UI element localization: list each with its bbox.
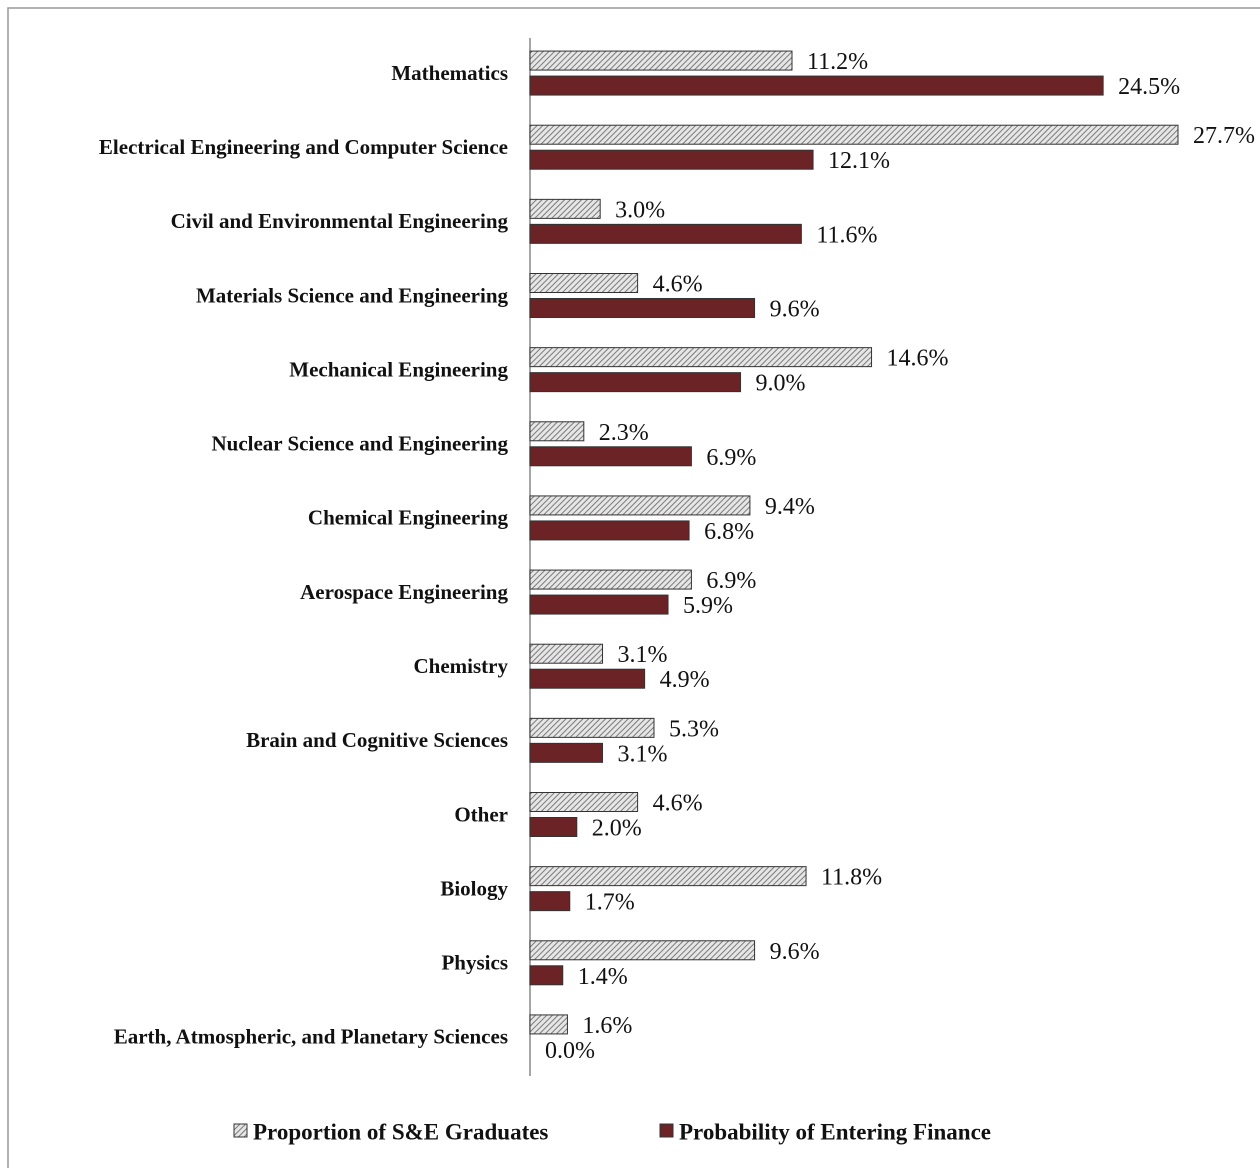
legend-label: Proportion of S&E Graduates	[253, 1119, 548, 1144]
value-label: 9.6%	[770, 939, 820, 965]
value-label: 24.5%	[1118, 74, 1180, 100]
legend-swatch	[659, 1123, 674, 1138]
category-label: Chemical Engineering	[308, 506, 509, 530]
bar	[529, 198, 601, 219]
category-label: Brain and Cognitive Sciences	[246, 728, 508, 752]
bar	[529, 594, 669, 615]
value-label: 1.4%	[578, 964, 628, 990]
value-label: 9.4%	[765, 494, 815, 520]
bar	[529, 223, 802, 244]
bar	[529, 965, 564, 986]
value-label: 27.7%	[1193, 123, 1255, 149]
category-label: Earth, Atmospheric, and Planetary Scienc…	[114, 1025, 508, 1049]
bar	[529, 717, 655, 738]
legend-swatch	[233, 1123, 248, 1138]
bar	[529, 792, 639, 812]
bar	[529, 273, 639, 293]
category-label: Nuclear Science and Engineering	[211, 432, 508, 456]
category-label: Physics	[441, 951, 508, 975]
value-label: 9.0%	[756, 371, 806, 397]
value-label: 0.0%	[545, 1038, 595, 1064]
value-label: 6.9%	[706, 568, 756, 594]
value-label: 11.6%	[816, 222, 877, 248]
bar	[529, 940, 756, 961]
category-label: Electrical Engineering and Computer Scie…	[99, 135, 508, 159]
bar	[529, 520, 690, 541]
bar	[529, 298, 756, 318]
value-label: 3.1%	[618, 642, 668, 668]
bar	[529, 668, 646, 689]
category-label: Mechanical Engineering	[289, 357, 508, 381]
bar	[529, 569, 692, 590]
value-label: 3.1%	[618, 741, 668, 767]
bar	[529, 149, 814, 170]
value-label: 12.1%	[828, 148, 890, 174]
bar	[529, 421, 585, 442]
value-label: 4.6%	[653, 272, 703, 298]
value-label: 3.0%	[615, 197, 665, 223]
bar	[529, 866, 807, 887]
value-label: 5.9%	[683, 593, 733, 619]
value-label: 9.6%	[770, 297, 820, 323]
category-label: Biology	[440, 876, 508, 900]
category-label: Mathematics	[391, 61, 508, 85]
bar	[529, 643, 604, 664]
category-label: Aerospace Engineering	[300, 580, 508, 604]
value-label: 6.9%	[706, 445, 756, 471]
value-label: 14.6%	[887, 346, 949, 372]
value-label: 4.9%	[660, 667, 710, 693]
value-label: 11.8%	[821, 865, 882, 891]
chart-frame	[7, 7, 1260, 1168]
category-label: Civil and Environmental Engineering	[171, 209, 509, 233]
value-label: 1.7%	[585, 890, 635, 916]
value-label: 5.3%	[669, 716, 719, 742]
value-label: 1.6%	[582, 1013, 632, 1039]
value-label: 4.6%	[653, 791, 703, 817]
legend-label: Probability of Entering Finance	[679, 1119, 991, 1144]
bar	[529, 124, 1179, 145]
value-label: 2.0%	[592, 816, 642, 842]
bar	[529, 495, 751, 516]
bar	[529, 1014, 568, 1035]
bar	[529, 891, 571, 912]
bar	[529, 817, 578, 837]
bar	[529, 50, 793, 71]
category-label: Chemistry	[414, 654, 509, 678]
bar	[529, 75, 1104, 96]
bar	[529, 372, 742, 393]
value-label: 11.2%	[807, 49, 868, 75]
category-label: Other	[454, 802, 508, 826]
value-label: 2.3%	[599, 420, 649, 446]
bar	[529, 347, 873, 368]
value-label: 6.8%	[704, 519, 754, 545]
bar	[529, 742, 604, 763]
category-label: Materials Science and Engineering	[196, 283, 509, 307]
bar	[529, 446, 692, 467]
